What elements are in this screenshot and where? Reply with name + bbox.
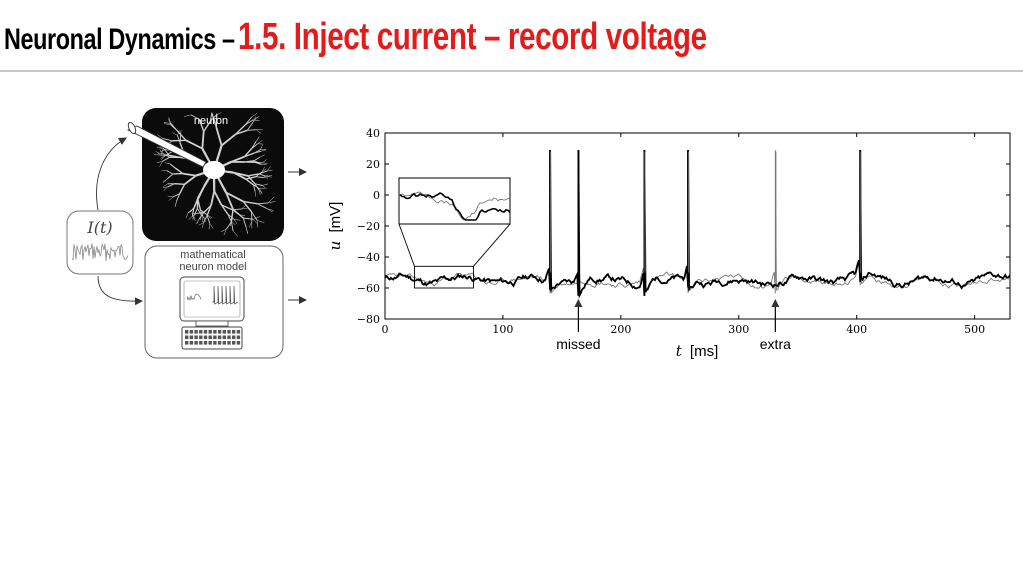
annotation-label-extra: extra [760,336,791,352]
x-tick-label: 200 [610,323,631,336]
annotation-label-missed: missed [556,336,600,352]
x-tick-label: 100 [492,323,513,336]
x-tick-label: 300 [728,323,749,336]
neuron-label: neuron [194,115,228,127]
slide-title: Neuronal Dynamics – 1.5. Inject current … [4,16,707,59]
plot-frame [384,132,1011,320]
section-title: 1.5. Inject current – record voltage [238,16,707,58]
x-tick-label: 400 [846,323,867,336]
model-label-line2: neuron model [179,261,246,273]
arrow-to-neuron [96,137,127,211]
x-tick-label: 0 [382,323,389,336]
model-label-line1: mathematical [180,249,245,261]
input-current-box: I(t) [66,210,134,275]
computer-icon [179,276,245,350]
neuron-soma [203,161,225,179]
zoom-window [414,265,474,289]
zoom-connector-left [398,223,415,267]
arrow-to-model [97,275,143,306]
model-box: mathematical neuron model [144,245,284,359]
y-tick-label: −60 [357,282,380,295]
neuron-photo: neuron [142,108,284,241]
zoom-inset-exp-trace [399,192,511,221]
y-tick-label: −80 [357,313,380,326]
y-tick-label: −40 [357,251,380,264]
course-title: Neuronal Dynamics – [4,23,235,56]
x-tick-label: 500 [964,323,985,336]
input-current-label: I(t) [86,218,112,237]
title-divider [0,70,1023,72]
zoom-connector-right [473,223,511,267]
zoom-inset [398,177,511,225]
y-tick-label: 40 [366,127,380,140]
input-current-trace [71,243,129,262]
y-tick-label: −20 [357,220,380,233]
y-tick-label: 20 [366,158,380,171]
experimental-voltage-trace [385,150,1010,299]
y-tick-label: 0 [373,189,380,202]
x-axis-label: t [ms] [676,342,719,360]
y-axis-label: u [mV] [326,202,344,251]
